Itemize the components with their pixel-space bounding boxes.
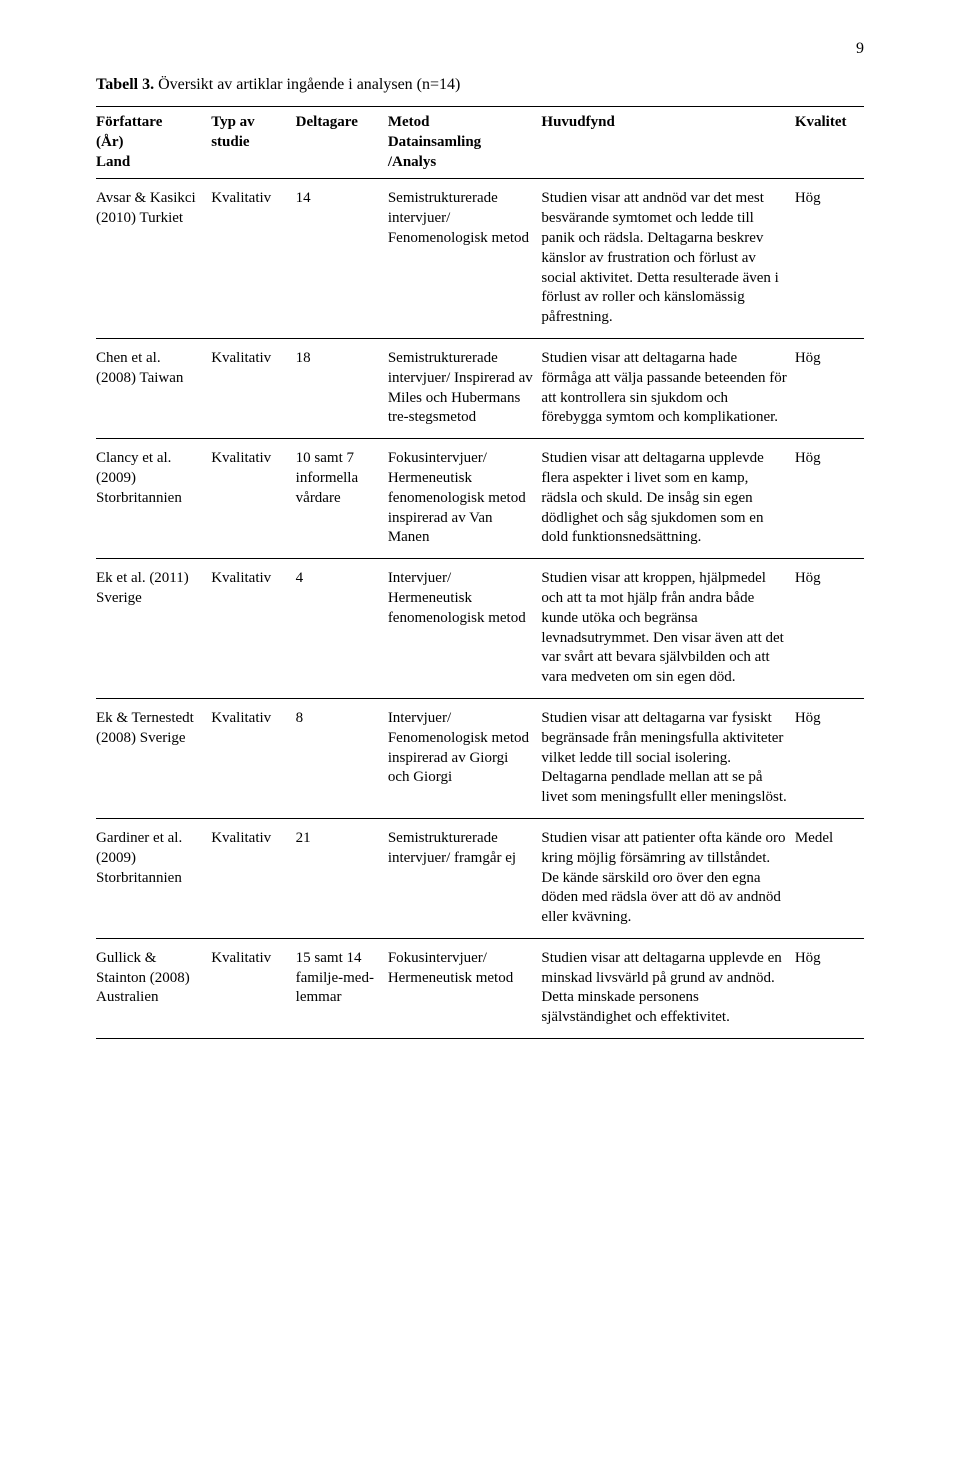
header-author-l2: (År) xyxy=(96,134,123,150)
header-method-l2: Datainsamling xyxy=(388,134,481,150)
cell-finding: Studien visar att patienter ofta kände o… xyxy=(541,818,794,938)
cell-finding: Studien visar att deltagarna upplevde en… xyxy=(541,938,794,1038)
cell-quality: Hög xyxy=(795,439,864,559)
cell-participants: 10 samt 7 informella vårdare xyxy=(296,439,388,559)
cell-participants: 21 xyxy=(296,818,388,938)
cell-participants: 14 xyxy=(296,179,388,339)
caption-label: Tabell 3. xyxy=(96,76,154,93)
header-method-l3: /Analys xyxy=(388,154,436,170)
table-row: Clancy et al. (2009) Storbritannien Kval… xyxy=(96,439,864,559)
cell-participants: 18 xyxy=(296,338,388,438)
header-participants: Deltagare xyxy=(296,107,388,179)
cell-participants: 15 samt 14 familje-med-lemmar xyxy=(296,938,388,1038)
table-row: Gullick & Stainton (2008) Australien Kva… xyxy=(96,938,864,1038)
header-method: Metod Datainsamling /Analys xyxy=(388,107,542,179)
header-participants-l1: Deltagare xyxy=(296,114,358,130)
articles-table: Författare (År) Land Typ av studie Delta… xyxy=(96,106,864,1039)
cell-author: Clancy et al. (2009) Storbritannien xyxy=(96,439,211,559)
page-number: 9 xyxy=(856,40,864,58)
cell-type: Kvalitativ xyxy=(211,338,295,438)
cell-quality: Hög xyxy=(795,179,864,339)
cell-author: Gullick & Stainton (2008) Australien xyxy=(96,938,211,1038)
page: 9 Tabell 3. Översikt av artiklar ingåend… xyxy=(0,0,960,1468)
cell-type: Kvalitativ xyxy=(211,179,295,339)
cell-quality: Medel xyxy=(795,818,864,938)
cell-quality: Hög xyxy=(795,559,864,699)
cell-participants: 4 xyxy=(296,559,388,699)
cell-type: Kvalitativ xyxy=(211,938,295,1038)
table-row: Ek & Ternestedt (2008) Sverige Kvalitati… xyxy=(96,698,864,818)
header-type: Typ av studie xyxy=(211,107,295,179)
table-row: Chen et al. (2008) Taiwan Kvalitativ 18 … xyxy=(96,338,864,438)
table-body: Avsar & Kasikci (2010) Turkiet Kvalitati… xyxy=(96,179,864,1039)
cell-author: Ek et al. (2011) Sverige xyxy=(96,559,211,699)
header-quality-l1: Kvalitet xyxy=(795,114,847,130)
cell-author: Gardiner et al. (2009) Storbritannien xyxy=(96,818,211,938)
cell-method: Intervjuer/ Fenomenologisk metod inspire… xyxy=(388,698,542,818)
header-author: Författare (År) Land xyxy=(96,107,211,179)
header-author-l3: Land xyxy=(96,154,130,170)
cell-type: Kvalitativ xyxy=(211,559,295,699)
cell-method: Fokusintervjuer/ Hermeneutisk fenomenolo… xyxy=(388,439,542,559)
header-type-l2: studie xyxy=(211,134,249,150)
table-caption: Tabell 3. Översikt av artiklar ingående … xyxy=(96,76,864,94)
cell-finding: Studien visar att deltagarna var fysiskt… xyxy=(541,698,794,818)
cell-author: Ek & Ternestedt (2008) Sverige xyxy=(96,698,211,818)
header-type-l1: Typ av xyxy=(211,114,254,130)
table-row: Gardiner et al. (2009) Storbritannien Kv… xyxy=(96,818,864,938)
table-row: Ek et al. (2011) Sverige Kvalitativ 4 In… xyxy=(96,559,864,699)
header-finding-l1: Huvudfynd xyxy=(541,114,614,130)
header-method-l1: Metod xyxy=(388,114,430,130)
cell-type: Kvalitativ xyxy=(211,439,295,559)
cell-method: Semistrukturerade intervjuer/ Fenomenolo… xyxy=(388,179,542,339)
cell-quality: Hög xyxy=(795,938,864,1038)
cell-type: Kvalitativ xyxy=(211,818,295,938)
table-header-row: Författare (År) Land Typ av studie Delta… xyxy=(96,107,864,179)
header-finding: Huvudfynd xyxy=(541,107,794,179)
cell-participants: 8 xyxy=(296,698,388,818)
cell-finding: Studien visar att andnöd var det mest be… xyxy=(541,179,794,339)
header-author-l1: Författare xyxy=(96,114,162,130)
cell-type: Kvalitativ xyxy=(211,698,295,818)
caption-text: Översikt av artiklar ingående i analysen… xyxy=(154,76,460,93)
cell-method: Fokusintervjuer/ Hermeneutisk metod xyxy=(388,938,542,1038)
cell-quality: Hög xyxy=(795,698,864,818)
cell-finding: Studien visar att deltagarna upplevde fl… xyxy=(541,439,794,559)
header-quality: Kvalitet xyxy=(795,107,864,179)
cell-finding: Studien visar att deltagarna hade förmåg… xyxy=(541,338,794,438)
cell-method: Intervjuer/ Hermeneutisk fenomenologisk … xyxy=(388,559,542,699)
cell-finding: Studien visar att kroppen, hjälpmedel oc… xyxy=(541,559,794,699)
cell-author: Chen et al. (2008) Taiwan xyxy=(96,338,211,438)
cell-method: Semistrukturerade intervjuer/ Inspirerad… xyxy=(388,338,542,438)
table-row: Avsar & Kasikci (2010) Turkiet Kvalitati… xyxy=(96,179,864,339)
cell-method: Semistrukturerade intervjuer/ framgår ej xyxy=(388,818,542,938)
cell-author: Avsar & Kasikci (2010) Turkiet xyxy=(96,179,211,339)
cell-quality: Hög xyxy=(795,338,864,438)
